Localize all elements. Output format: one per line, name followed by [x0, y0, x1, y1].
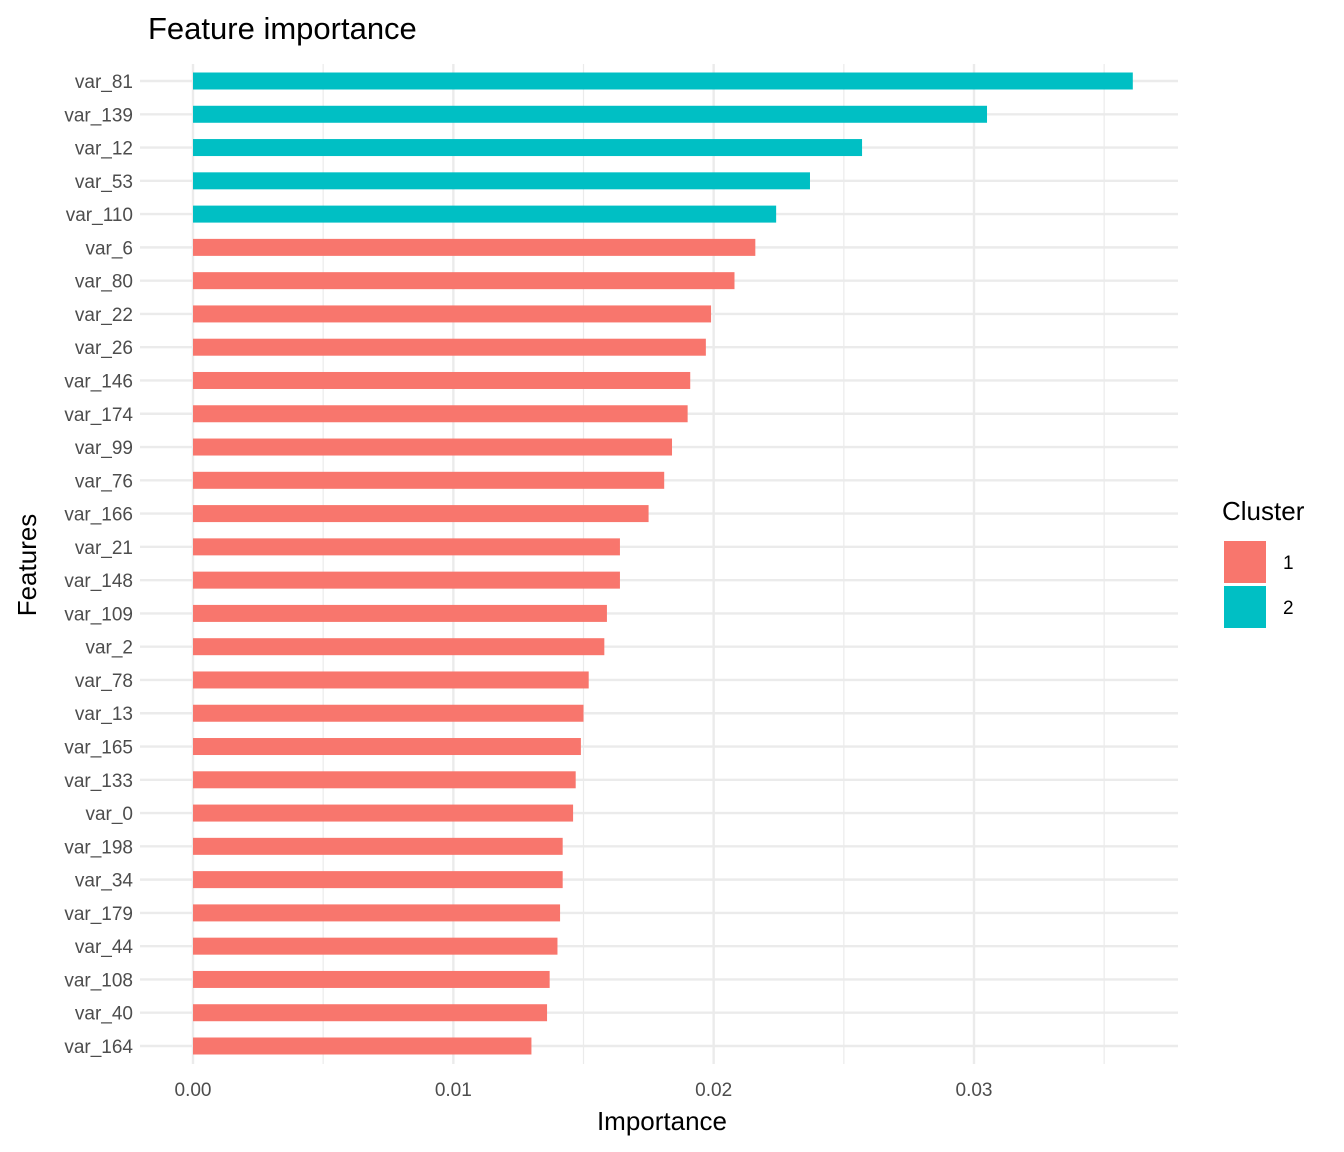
- y-tick-labels: var_81 var_139 var_12 var_53 var_110 var_6var…: [64, 72, 133, 1058]
- bar-var_198: [193, 837, 563, 855]
- legend: Cluster 1 2: [1222, 496, 1305, 628]
- bar-var_6: [193, 238, 756, 256]
- x-tick-labels: 0.00 0.01 0.02 0.03: [175, 1080, 993, 1101]
- bar-var_165: [193, 738, 581, 756]
- y-tick-label: var_139: [64, 105, 133, 126]
- y-tick-label: var_76: [75, 471, 133, 492]
- bar-var_80: [193, 272, 735, 290]
- bar-var_34: [193, 871, 563, 889]
- y-tick-label: var_165: [64, 738, 133, 759]
- bar-var_109: [193, 604, 607, 622]
- x-tick-label: 0.00: [175, 1080, 212, 1101]
- bar-var_164: [193, 1037, 532, 1055]
- bar-var_2: [193, 638, 605, 656]
- bar-var_139: [193, 105, 988, 123]
- bar-var_12: [193, 139, 863, 157]
- bar-var_179: [193, 904, 561, 922]
- y-tick-label: var_133: [64, 771, 133, 792]
- legend-title: Cluster: [1222, 496, 1305, 526]
- y-tick-label: var_22: [75, 305, 133, 326]
- y-tick-label: var_109: [64, 604, 133, 625]
- bar-var_146: [193, 371, 691, 389]
- bar-var_174: [193, 405, 688, 423]
- bar-var_133: [193, 771, 576, 789]
- legend-label: 1: [1283, 553, 1294, 574]
- y-tick-label: var_80: [75, 272, 133, 293]
- x-tick-label: 0.01: [435, 1080, 472, 1101]
- y-tick-label: var_21: [75, 538, 133, 559]
- bar-var_78: [193, 671, 589, 689]
- y-tick-label: var_12: [75, 139, 133, 160]
- chart-title: Feature importance: [148, 11, 417, 46]
- bar-var_110: [193, 205, 777, 223]
- bar-var_53: [193, 172, 810, 190]
- y-tick-label: var_6: [85, 238, 133, 259]
- legend-key-1: [1224, 541, 1266, 583]
- y-tick-label: var_2: [85, 638, 133, 659]
- y-tick-label: var_40: [75, 1004, 133, 1025]
- y-tick-label: var_26: [75, 338, 133, 359]
- bar-var_44: [193, 937, 558, 955]
- bar-var_0: [193, 804, 574, 822]
- y-tick-label: var_81: [75, 72, 133, 93]
- legend-label: 2: [1283, 598, 1294, 619]
- y-tick-label: var_44: [75, 937, 134, 958]
- bar-var_13: [193, 704, 584, 722]
- bar-var_108: [193, 970, 550, 988]
- bar-var_99: [193, 438, 673, 456]
- x-tick-label: 0.02: [695, 1080, 732, 1101]
- y-tick-label: var_146: [64, 371, 133, 392]
- bar-var_22: [193, 305, 712, 323]
- y-axis-title: Features: [12, 514, 42, 617]
- y-tick-label: var_198: [64, 837, 133, 858]
- x-tick-label: 0.03: [956, 1080, 993, 1101]
- y-tick-label: var_166: [64, 505, 133, 526]
- y-tick-label: var_34: [75, 871, 134, 892]
- y-tick-label: var_110: [66, 205, 133, 226]
- bar-var_40: [193, 1004, 548, 1022]
- legend-key-2: [1224, 586, 1266, 628]
- bars: [193, 72, 1133, 1055]
- y-tick-label: var_13: [75, 704, 133, 725]
- y-tick-label: var_164: [64, 1037, 133, 1058]
- bar-var_166: [193, 505, 649, 523]
- y-tick-label: var_174: [64, 405, 133, 426]
- bar-var_26: [193, 338, 706, 356]
- bar-var_148: [193, 571, 620, 589]
- y-tick-label: var_78: [75, 671, 133, 692]
- y-tick-label: var_0: [85, 804, 133, 825]
- y-tick-label: var_148: [64, 571, 133, 592]
- y-tick-label: var_108: [64, 970, 133, 991]
- y-tick-label: var_53: [75, 172, 133, 193]
- x-axis-title: Importance: [597, 1106, 727, 1136]
- y-tick-label: var_179: [64, 904, 133, 925]
- bar-var_76: [193, 471, 665, 489]
- bar-var_81: [193, 72, 1133, 90]
- bar-var_21: [193, 538, 620, 556]
- y-tick-label: var_99: [75, 438, 133, 459]
